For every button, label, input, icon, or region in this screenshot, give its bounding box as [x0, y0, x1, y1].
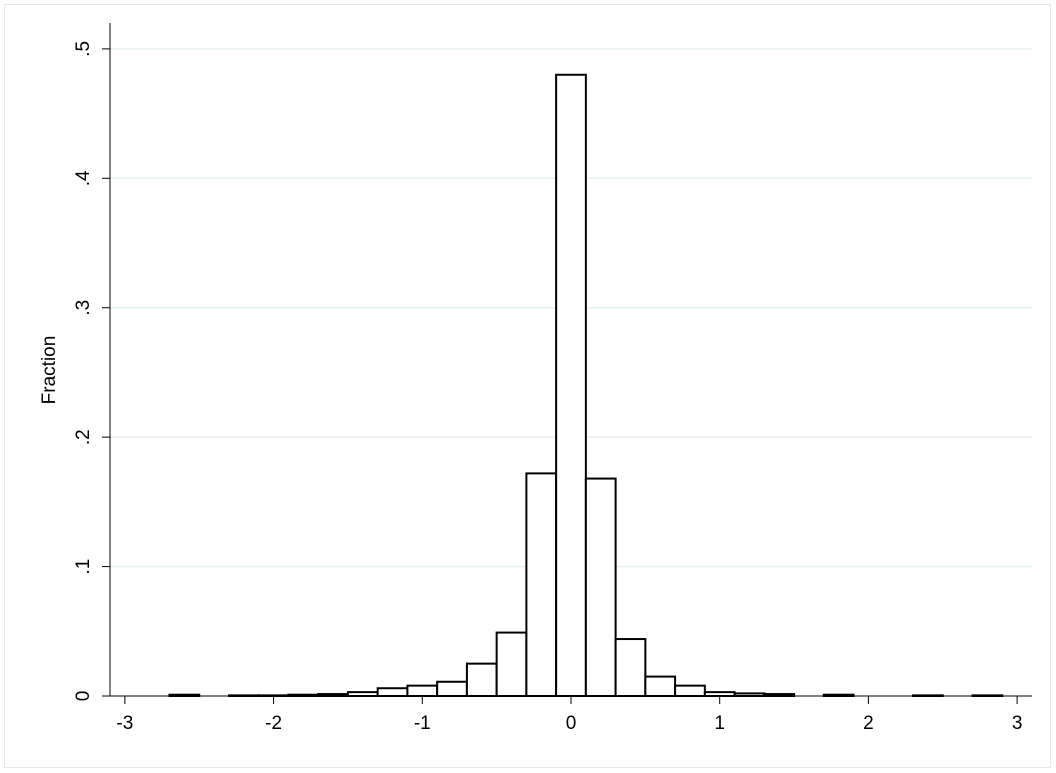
bar: [406, 684, 439, 698]
bar: [614, 638, 647, 697]
y-tick-label: .2: [73, 429, 94, 445]
x-tick-label: 0: [566, 713, 577, 734]
bar: [584, 477, 617, 698]
bar: [376, 687, 409, 698]
bar: [674, 684, 706, 698]
y-tick-label: .5: [73, 41, 94, 57]
y-tick-label: .3: [73, 300, 94, 316]
bar: [703, 691, 736, 698]
x-tick-label: 3: [1012, 713, 1023, 734]
bar: [644, 675, 677, 698]
y-tick-label: .1: [73, 559, 94, 575]
bar: [555, 73, 587, 698]
y-tick-label: 0: [73, 691, 94, 702]
x-tick-label: -3: [116, 713, 133, 734]
y-tick-label: .4: [73, 170, 94, 186]
x-tick-label: 2: [863, 713, 874, 734]
x-tick-label: -2: [265, 713, 282, 734]
x-tick-label: -1: [414, 713, 431, 734]
y-axis-label: Fraction: [39, 336, 60, 405]
x-tick-label: 1: [714, 713, 725, 734]
bar: [465, 662, 498, 697]
bar: [495, 631, 528, 698]
bar: [346, 691, 379, 698]
bar: [525, 472, 558, 697]
bar: [436, 680, 468, 698]
